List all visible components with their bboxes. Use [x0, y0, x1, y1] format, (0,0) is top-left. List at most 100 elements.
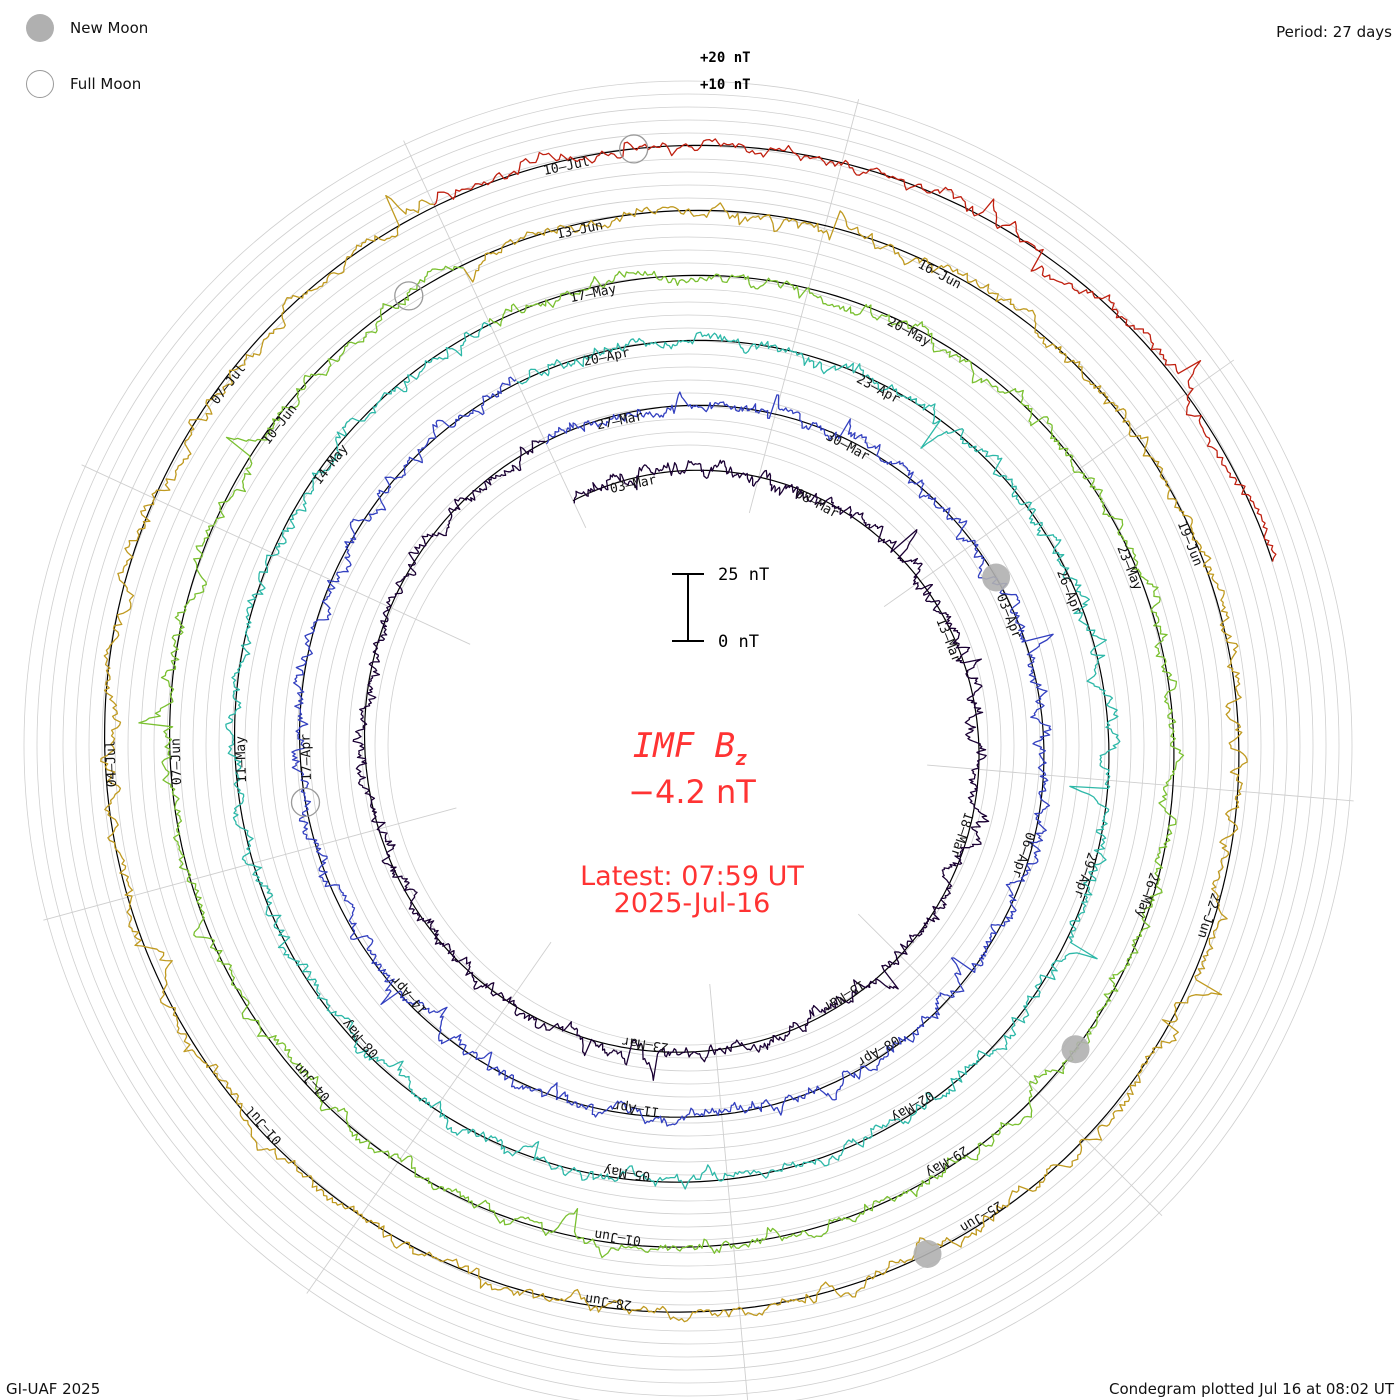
ref-label-20nt: +20 nT: [700, 50, 751, 66]
legend-full-moon: Full Moon: [26, 70, 141, 98]
title-variable: IMF B: [633, 726, 735, 766]
legend-full-moon-label: Full Moon: [70, 75, 142, 93]
new-moon-marker: [1061, 1035, 1090, 1064]
grid-ring: [335, 392, 1041, 1098]
date-tick-label: 15–Mar: [820, 977, 868, 1015]
date-tick-label: 08–Apr: [854, 1032, 902, 1070]
date-tick-label: 16–Jun: [915, 257, 963, 292]
grid-ring: [23, 80, 1353, 1400]
series-trace: [100, 194, 1248, 1323]
date-tick-label: 20–Apr: [582, 345, 631, 369]
grid-ring: [36, 93, 1340, 1397]
series-trace: [225, 321, 1121, 1190]
date-tick-label: 07–Jul: [208, 361, 249, 407]
grid-spoke: [709, 983, 749, 1400]
date-tick-label: 19–Jun: [1174, 519, 1205, 568]
date-tick-label: 23–May: [1113, 543, 1144, 592]
full-moon-marker: [619, 134, 649, 164]
grid-spoke: [857, 913, 1163, 1217]
date-tick-label: 25–Jun: [957, 1197, 1005, 1235]
grid-ring: [127, 184, 1249, 1306]
date-tick-label: 29–May: [923, 1142, 971, 1180]
date-tick-label: 20–May: [884, 315, 933, 350]
grid-ring: [75, 132, 1301, 1358]
date-tick-label: 29–Apr: [1070, 850, 1099, 899]
series-trace: [138, 265, 1185, 1259]
grid-ring: [374, 431, 1002, 1059]
series-trace: [433, 138, 1277, 562]
date-tick-label: 04–Jul: [104, 740, 121, 787]
grid-ring: [179, 236, 1197, 1254]
date-tick-label: 08–Mar: [792, 486, 841, 521]
grid-spoke: [43, 807, 457, 921]
date-tick-label: 11–Apr: [612, 1098, 661, 1119]
date-tick-label: 05–May: [602, 1162, 651, 1183]
new-moon-marker: [913, 1240, 942, 1268]
date-tick-label: 17–May: [569, 282, 618, 306]
title-subscript: z: [735, 746, 747, 770]
data-traces: [100, 138, 1277, 1323]
date-tick-label: 10–Jul: [542, 154, 591, 178]
grid-ring: [322, 379, 1054, 1111]
period-label: Period: 27 days: [1276, 23, 1392, 41]
ref-label-10nt: +10 nT: [700, 77, 751, 93]
date-tick-label: 30–Mar: [823, 429, 872, 464]
grid-spoke: [927, 764, 1354, 802]
grid-ring: [140, 197, 1236, 1293]
grid-ring: [309, 366, 1067, 1124]
scale-bar: 25 nT 0 nT: [672, 565, 769, 652]
date-tick-label: 22–Jun: [1194, 891, 1223, 940]
date-tick-label: 03–Apr: [993, 592, 1024, 641]
grid-ring: [62, 119, 1314, 1371]
date-tick-label: 14–May: [311, 442, 352, 488]
footer-credit: GI-UAF 2025: [6, 1380, 101, 1398]
date-tick-label: 18–Mar: [947, 810, 976, 859]
grid-ring: [49, 106, 1327, 1384]
grid-ring: [114, 171, 1262, 1319]
grid-ring: [296, 353, 1080, 1137]
date-tick-label: 17–Apr: [298, 734, 315, 782]
grid-spoke: [403, 140, 587, 529]
grid-ring: [270, 327, 1106, 1163]
date-tick-label: 02–May: [888, 1087, 936, 1125]
moon-markers: [290, 134, 1090, 1268]
date-tick-label: 13–Mar: [932, 616, 963, 665]
full-moon-icon: [26, 70, 54, 98]
grid-ring: [101, 158, 1275, 1332]
scale-bar-top-label: 25 nT: [718, 565, 769, 585]
grid-spoke: [883, 359, 1235, 608]
date-tick-label: 23–Mar: [621, 1033, 670, 1054]
date-tick-label: 04–Jun: [291, 1059, 334, 1104]
latest-date: 2025-Jul-16: [614, 888, 771, 919]
new-moon-marker: [982, 563, 1011, 592]
current-value: −4.2 nT: [628, 773, 756, 811]
date-tick-label: 07–Jun: [169, 738, 186, 785]
grid-ring: [257, 314, 1119, 1176]
legend-new-moon-label: New Moon: [70, 19, 149, 37]
date-tick-label: 08–May: [340, 1016, 383, 1061]
grid-spoke: [748, 99, 860, 514]
legend-new-moon: New Moon: [26, 14, 148, 42]
series-trace: [352, 440, 990, 1081]
grid-ring: [387, 444, 989, 1046]
new-moon-icon: [26, 14, 54, 42]
date-tick-label: 06–Apr: [1009, 830, 1038, 879]
date-tick-label: 10–Jun: [260, 402, 301, 448]
grid-ring: [192, 249, 1184, 1241]
chart-title: IMF Bz: [633, 726, 747, 770]
grid-ring: [205, 262, 1171, 1228]
date-tick-label: 27–Mar: [595, 409, 644, 433]
grid-ring: [244, 301, 1132, 1189]
date-tick-label: 23–Apr: [854, 372, 903, 407]
scale-bar-bottom-label: 0 nT: [718, 632, 759, 652]
date-tick-label: 13–Jun: [555, 218, 604, 242]
date-tick-label: 11–May: [234, 736, 251, 784]
full-moon-marker: [394, 281, 424, 311]
date-tick-label: 01–Jun: [593, 1226, 642, 1247]
date-tick-label: 28–Jun: [584, 1291, 633, 1312]
full-moon-marker: [290, 787, 321, 818]
latest-time: Latest: 07:59 UT: [580, 861, 804, 892]
footer-plot-time: Condegram plotted Jul 16 at 08:02 UT: [1108, 1380, 1394, 1398]
reference-labels: +20 nT +10 nT: [700, 50, 751, 93]
